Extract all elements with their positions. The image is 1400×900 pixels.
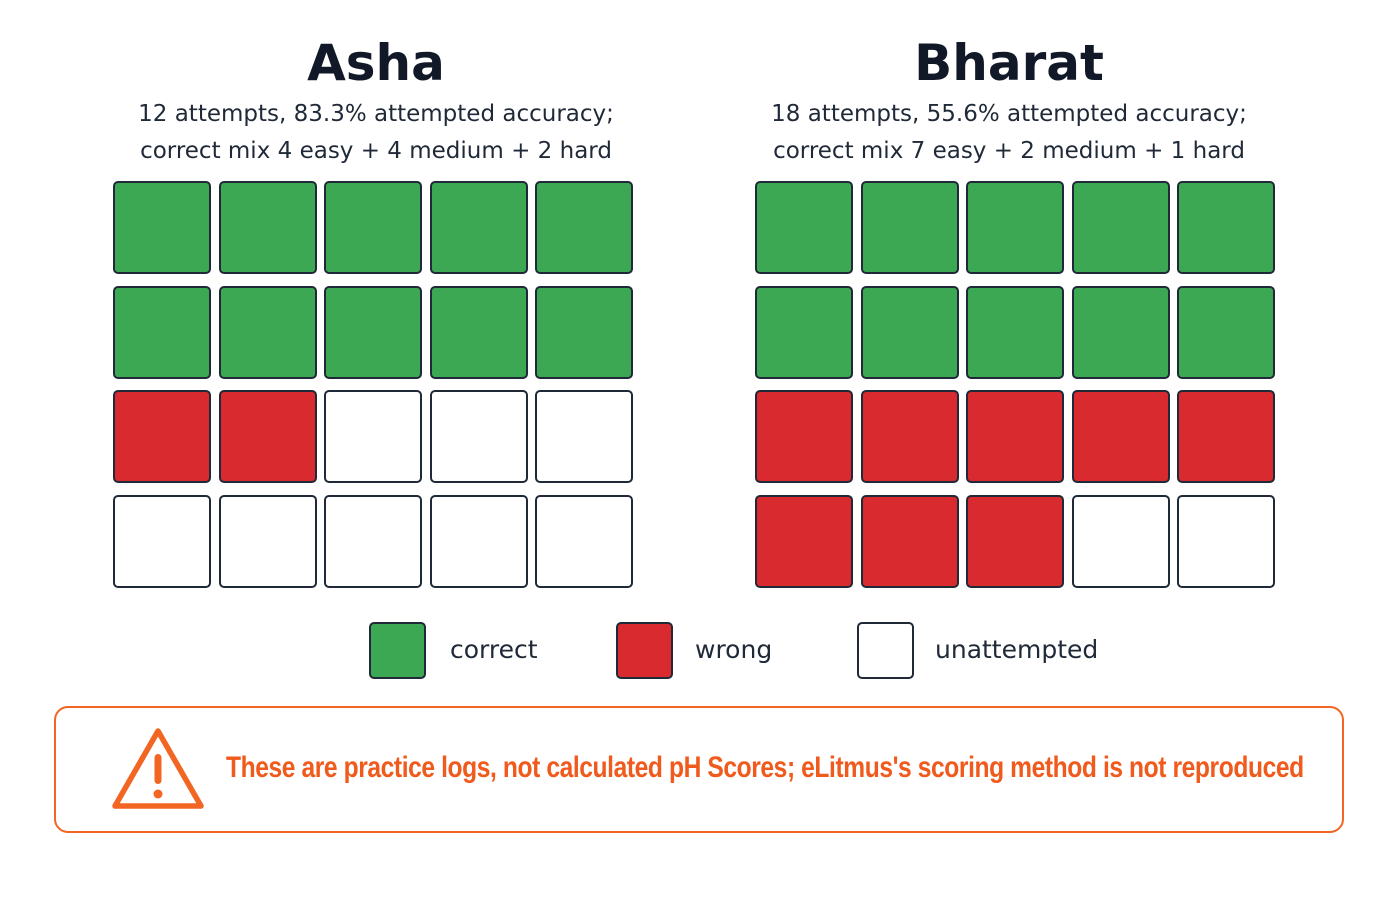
chart-title-bharat: Bharat (914, 34, 1104, 92)
waffle-cell-correct (860, 285, 959, 379)
waffle-cell-correct (535, 181, 633, 274)
chart-subtitle-bharat-line1: 18 attempts, 55.6% attempted accuracy; (771, 101, 1247, 127)
waffle-cell-unattempted (1071, 494, 1170, 588)
waffle-cell-unattempted (218, 494, 317, 588)
legend-swatch-wrong (616, 622, 673, 679)
warning-banner: These are practice logs, not calculated … (54, 706, 1344, 833)
legend-label-unattempted: unattempted (935, 635, 1099, 664)
waffle-cell-correct (113, 181, 211, 274)
warning-text: These are practice logs, not calculated … (226, 751, 1304, 784)
waffle-cell-correct (1071, 285, 1170, 379)
chart-subtitle-bharat-line2: correct mix 7 easy + 2 medium + 1 hard (773, 138, 1245, 164)
waffle-cell-unattempted (324, 390, 422, 483)
waffle-cell-wrong (1177, 390, 1275, 483)
waffle-cell-wrong (966, 494, 1064, 588)
waffle-cell-unattempted (1177, 494, 1275, 588)
chart-subtitle-asha-line2: correct mix 4 easy + 4 medium + 2 hard (140, 138, 612, 164)
waffle-cell-correct (1071, 181, 1170, 274)
waffle-cell-unattempted (429, 494, 528, 588)
waffle-cell-correct (755, 285, 853, 379)
waffle-cell-correct (324, 285, 422, 379)
waffle-cell-unattempted (324, 494, 422, 588)
waffle-cell-wrong (218, 390, 317, 483)
legend-swatch-correct (369, 622, 426, 679)
waffle-cell-correct (324, 181, 422, 274)
waffle-cell-correct (218, 181, 317, 274)
waffle-cell-correct (535, 285, 633, 379)
waffle-cell-wrong (1071, 390, 1170, 483)
chart-subtitle-asha-line1: 12 attempts, 83.3% attempted accuracy; (138, 101, 614, 127)
waffle-cell-correct (218, 285, 317, 379)
panel-asha: Asha 12 attempts, 83.3% attempted accura… (96, 30, 656, 170)
waffle-cell-correct (113, 285, 211, 379)
waffle-cell-wrong (860, 494, 959, 588)
legend-label-correct: correct (450, 635, 538, 664)
legend-label-wrong: wrong (695, 635, 773, 664)
waffle-cell-wrong (966, 390, 1064, 483)
waffle-cell-correct (966, 181, 1064, 274)
waffle-cell-correct (755, 181, 853, 274)
waffle-cell-wrong (755, 494, 853, 588)
panel-bharat: Bharat 18 attempts, 55.6% attempted accu… (729, 30, 1289, 170)
waffle-cell-unattempted (113, 494, 211, 588)
waffle-cell-correct (1177, 181, 1275, 274)
waffle-cell-correct (966, 285, 1064, 379)
waffle-cell-unattempted (535, 390, 633, 483)
waffle-cell-correct (1177, 285, 1275, 379)
waffle-cell-wrong (860, 390, 959, 483)
waffle-cell-correct (429, 181, 528, 274)
legend: correct wrong unattempted (0, 622, 1400, 680)
chart-title-asha: Asha (307, 34, 445, 92)
waffle-cell-wrong (755, 390, 853, 483)
waffle-cell-unattempted (429, 390, 528, 483)
waffle-cell-unattempted (535, 494, 633, 588)
waffle-cell-correct (429, 285, 528, 379)
waffle-cell-wrong (113, 390, 211, 483)
warning-triangle-icon (112, 728, 204, 809)
waffle-cell-correct (860, 181, 959, 274)
legend-swatch-unattempted (857, 622, 914, 679)
